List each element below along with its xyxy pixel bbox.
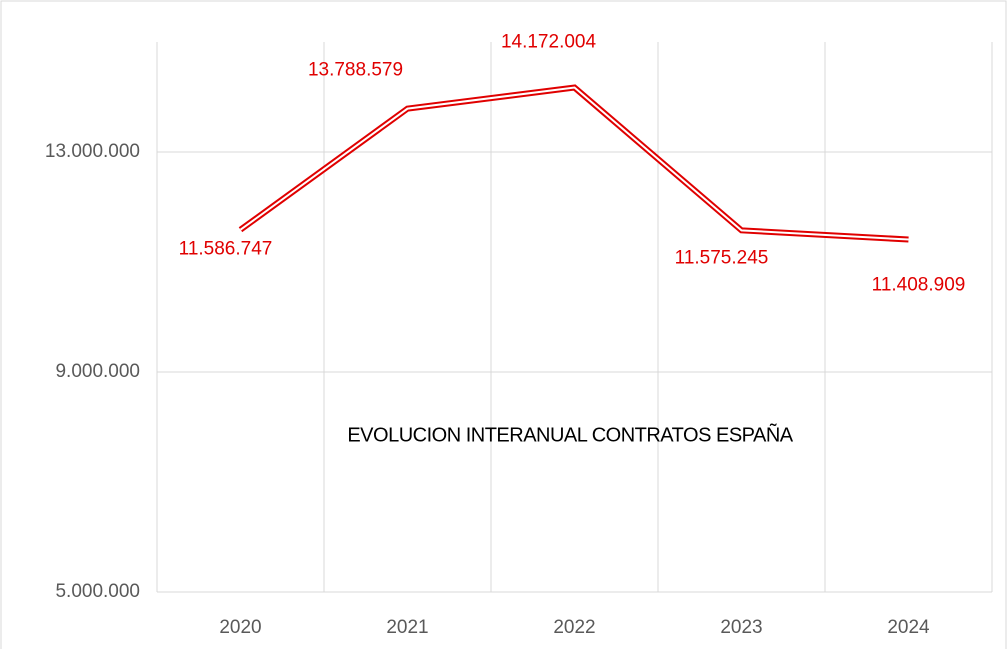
x-tick-label: 2021 bbox=[386, 617, 428, 638]
data-label: 13.788.579 bbox=[308, 60, 403, 81]
data-label: 14.172.004 bbox=[501, 32, 597, 53]
data-label: 11.575.245 bbox=[675, 247, 769, 268]
x-tick-label: 2023 bbox=[720, 617, 762, 638]
y-tick-label: 9.000.000 bbox=[55, 361, 140, 382]
x-tick-label: 2020 bbox=[219, 617, 261, 638]
data-label: 11.408.909 bbox=[872, 275, 966, 296]
data-label: 11.586.747 bbox=[179, 239, 273, 260]
y-tick-label: 5.000.000 bbox=[55, 581, 140, 602]
chart-title: EVOLUCION INTERANUAL CONTRATOS ESPAÑA bbox=[347, 422, 793, 446]
x-tick-label: 2022 bbox=[553, 617, 595, 638]
data-line-inner bbox=[239, 86, 909, 241]
y-tick-label: 13.000.000 bbox=[45, 141, 140, 162]
x-tick-label: 2024 bbox=[887, 617, 930, 638]
